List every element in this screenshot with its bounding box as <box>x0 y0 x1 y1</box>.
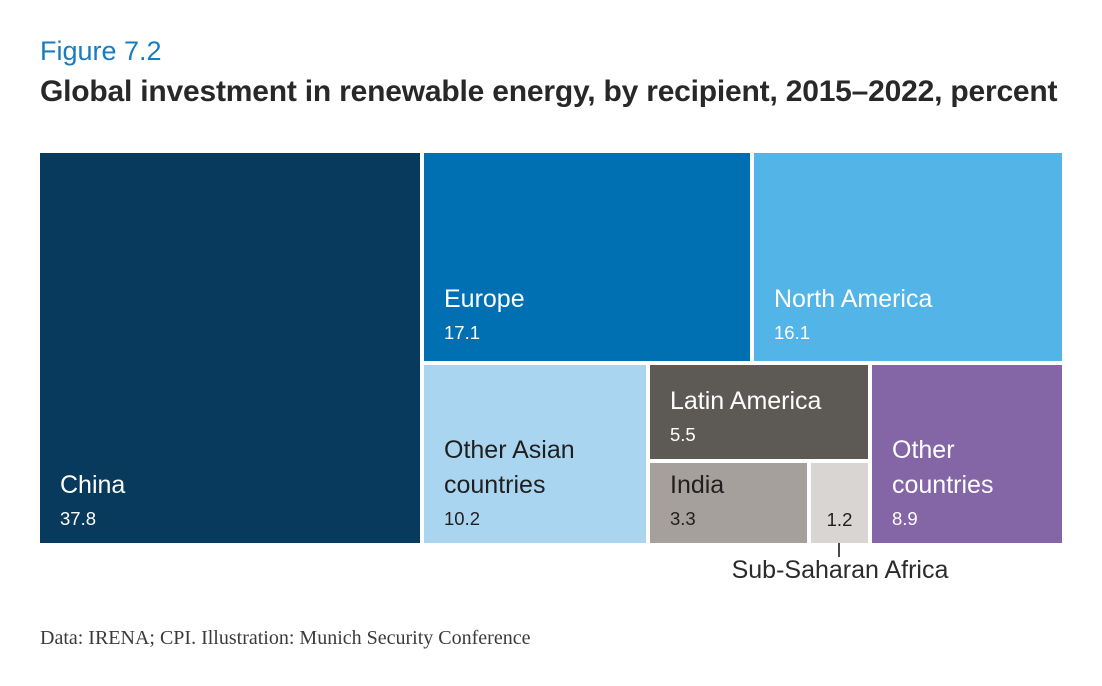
cell-label: Other countries 8.9 <box>892 433 1054 530</box>
cell-label: Europe 17.1 <box>444 282 742 344</box>
cell-name: China <box>60 471 126 500</box>
treemap-cell-north-america: North America 16.1 <box>754 153 1062 361</box>
cell-value: 10.2 <box>444 507 481 529</box>
cell-value: 5.5 <box>670 423 696 445</box>
cell-value: 17.1 <box>444 321 481 343</box>
cell-value: 3.3 <box>670 507 696 529</box>
figure-title: Global investment in renewable energy, b… <box>40 75 1058 108</box>
figure-source-credit: Data: IRENA; CPI. Illustration: Munich S… <box>40 627 531 649</box>
cell-value: 8.9 <box>892 507 918 529</box>
cell-name: Latin America <box>670 387 822 416</box>
cell-value: 16.1 <box>774 321 811 343</box>
treemap-chart: China 37.8 Europe 17.1 North America 16.… <box>40 153 1062 543</box>
treemap-cell-sub-saharan-africa: 1.2 <box>811 463 868 543</box>
treemap-cell-india: India 3.3 <box>650 463 807 543</box>
cell-label: India 3.3 <box>670 468 799 530</box>
figure-number-label: Figure 7.2 <box>40 36 162 66</box>
treemap-cell-other-asian-countries: Other Asian countries 10.2 <box>424 365 646 543</box>
cell-name: Other countries <box>892 435 994 500</box>
cell-name: North America <box>774 285 933 314</box>
cell-name: India <box>670 471 725 500</box>
sub-saharan-africa-callout-line <box>838 543 840 557</box>
treemap-cell-other-countries: Other countries 8.9 <box>872 365 1062 543</box>
cell-value: 37.8 <box>60 507 97 529</box>
treemap-cell-europe: Europe 17.1 <box>424 153 750 361</box>
cell-label: Other Asian countries 10.2 <box>444 433 638 530</box>
cell-value: 1.2 <box>826 508 853 530</box>
treemap-cell-latin-america: Latin America 5.5 <box>650 365 868 459</box>
cell-label: China 37.8 <box>60 468 412 530</box>
cell-name: Europe <box>444 285 525 314</box>
treemap-cell-china: China 37.8 <box>40 153 420 543</box>
cell-label: 1.2 <box>811 509 868 531</box>
cell-label: Latin America 5.5 <box>670 384 860 446</box>
cell-label: North America 16.1 <box>774 282 1054 344</box>
cell-name: Other Asian countries <box>444 435 575 500</box>
sub-saharan-africa-callout-label: Sub-Saharan Africa <box>731 556 949 584</box>
